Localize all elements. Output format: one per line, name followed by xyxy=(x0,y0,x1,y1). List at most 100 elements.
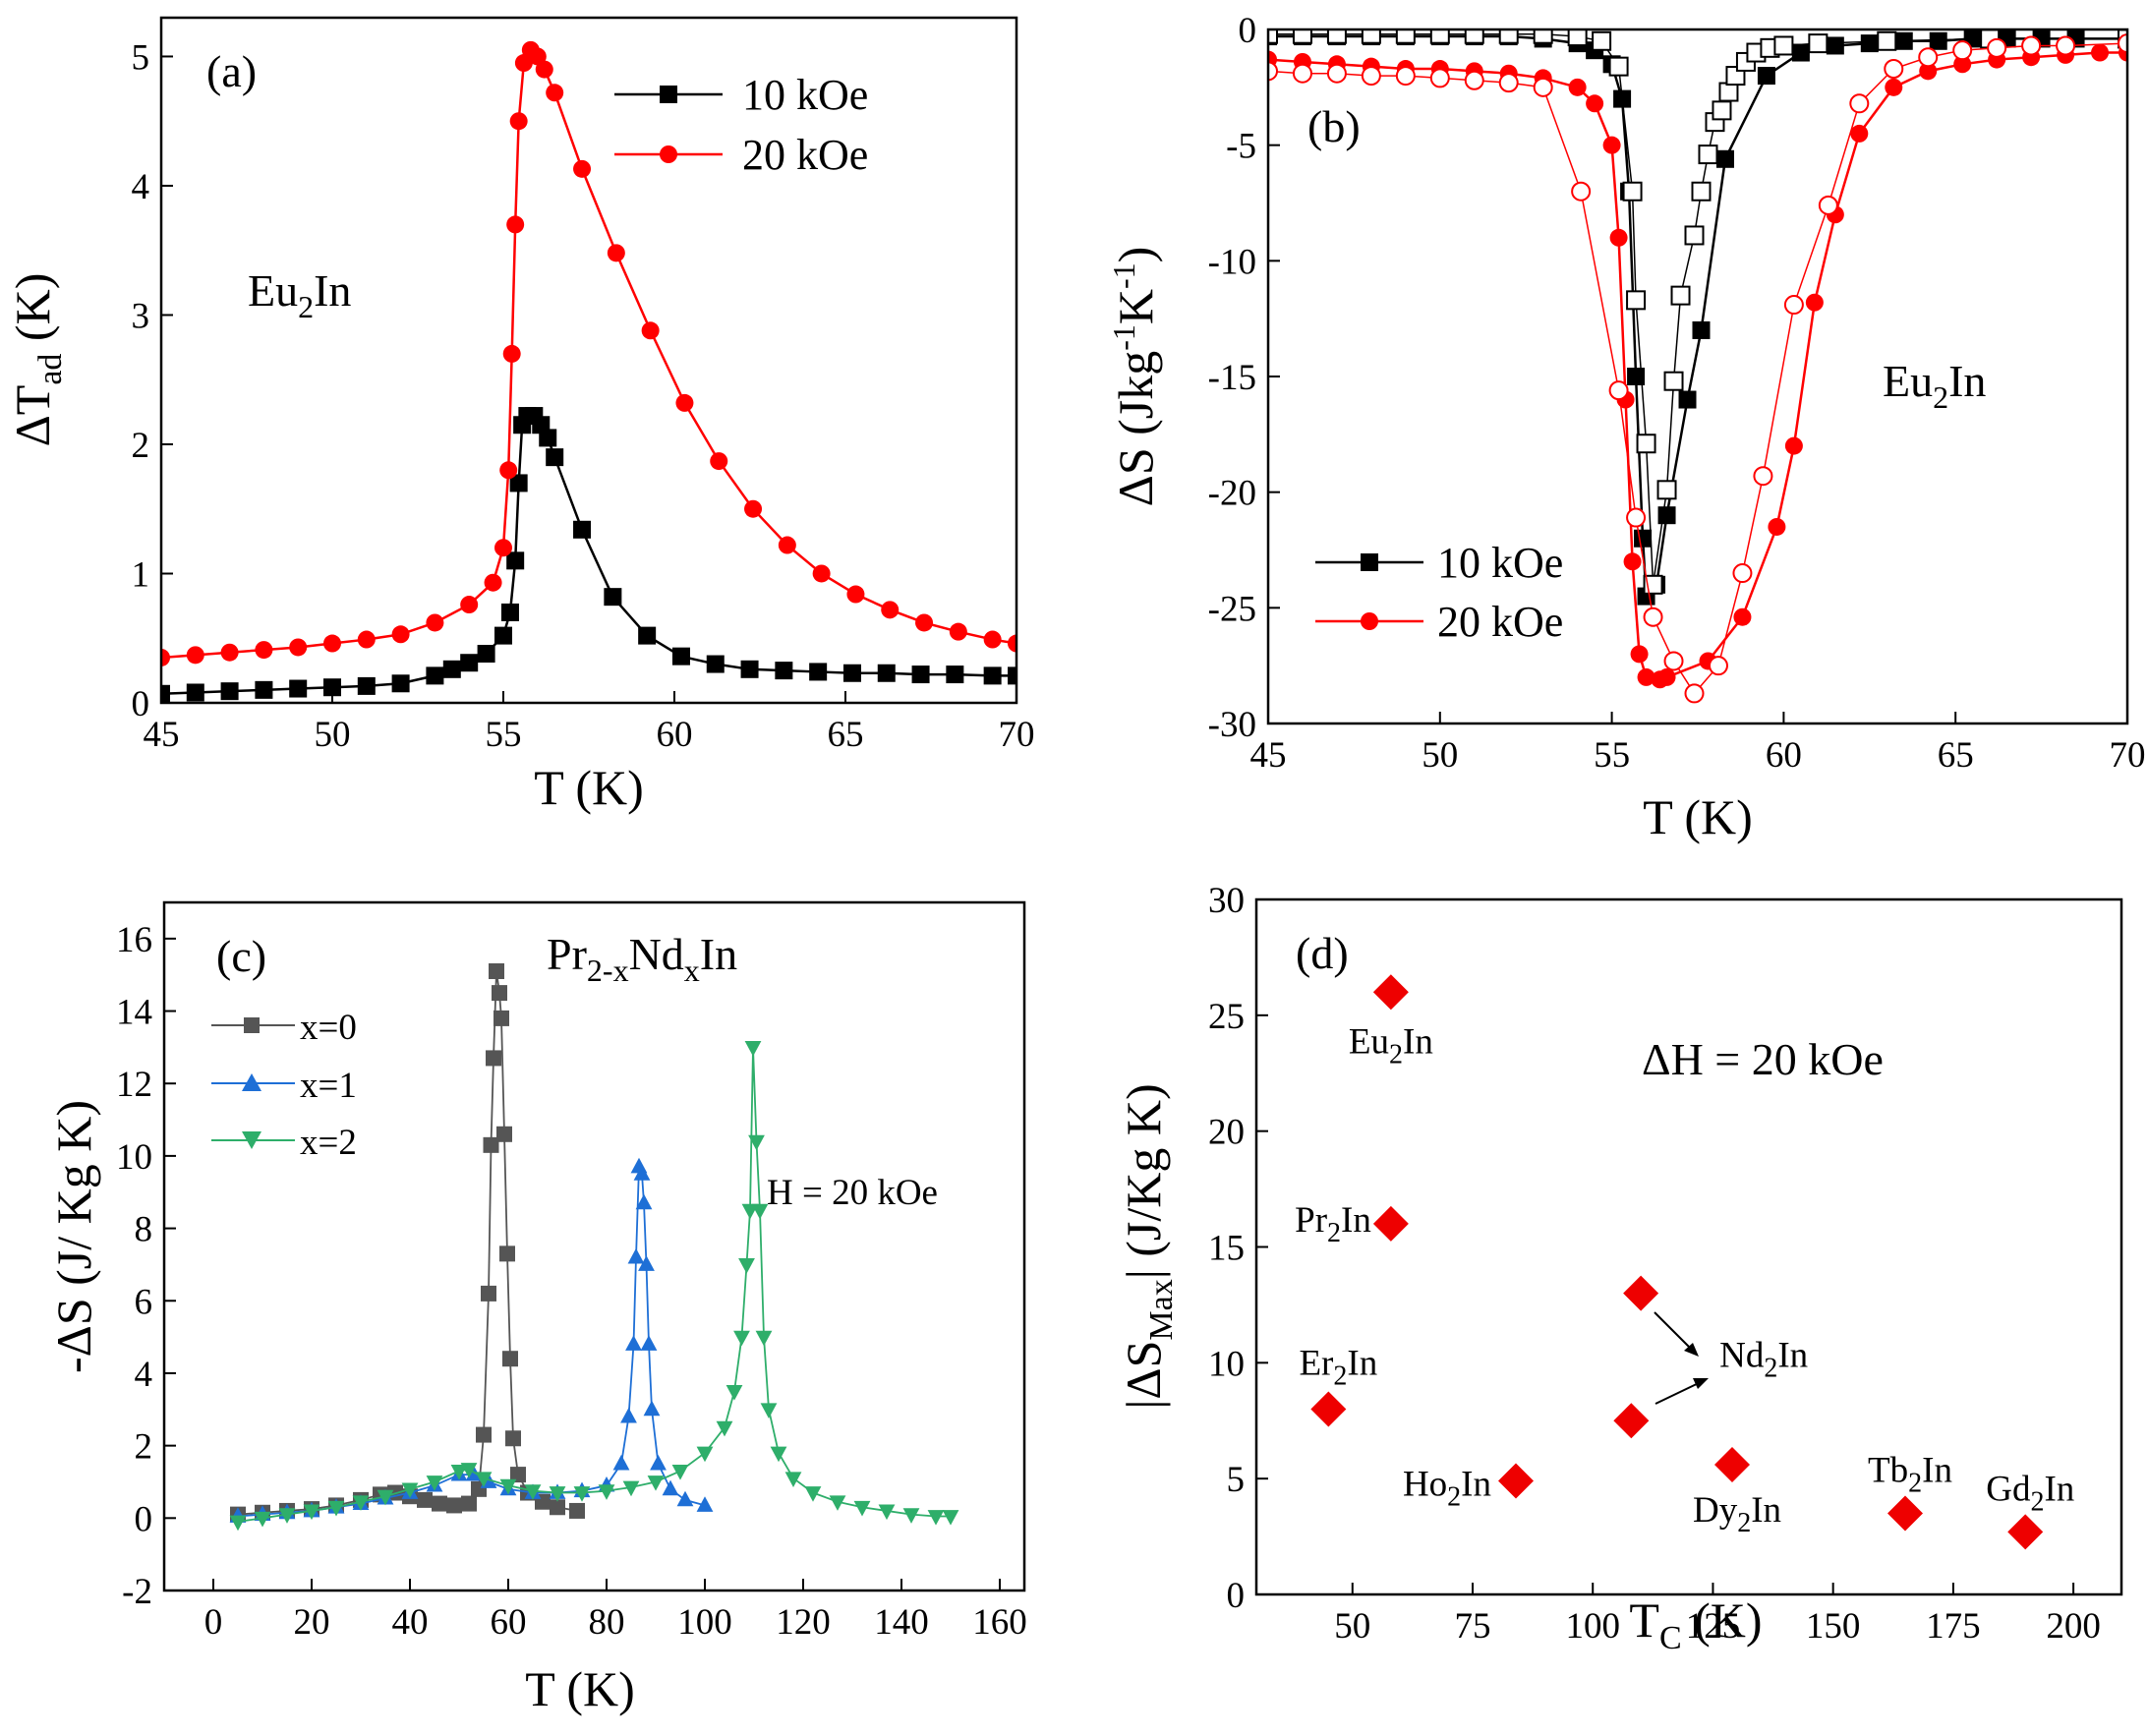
data-point xyxy=(1626,290,1647,311)
data-point xyxy=(481,1285,496,1302)
series-10-koe-open- xyxy=(1268,29,2127,595)
data-point xyxy=(627,1247,645,1264)
data-point xyxy=(877,664,896,682)
data-point xyxy=(1361,29,1381,44)
panel-d: 50 75 100 125 150 175 200 0 5 10 15 20 25 30 Eu2In Pr2… xyxy=(1116,881,2123,1656)
data-point xyxy=(809,663,828,681)
data-point xyxy=(357,630,376,649)
data-point xyxy=(475,1472,493,1487)
data-point xyxy=(546,448,564,467)
data-point xyxy=(254,1511,271,1528)
x-tick-label: 175 xyxy=(1926,1606,1981,1647)
data-point xyxy=(1429,29,1450,44)
data-point xyxy=(1623,552,1642,571)
data-point xyxy=(1715,149,1734,168)
data-point xyxy=(640,1335,658,1351)
data-point xyxy=(1684,683,1705,704)
data-point xyxy=(650,1454,667,1471)
data-point xyxy=(1791,43,1810,62)
data-point xyxy=(1849,93,1870,114)
data-point xyxy=(535,60,553,79)
data-point xyxy=(1808,33,1829,54)
data-point xyxy=(983,630,1002,649)
data-point xyxy=(1826,36,1844,55)
data-point xyxy=(1953,55,1972,74)
data-point xyxy=(748,1134,765,1151)
data-point xyxy=(524,1484,542,1500)
data-point xyxy=(1326,63,1347,84)
data-point xyxy=(549,1486,566,1502)
annotation-compound: Pr2-xNdxIn xyxy=(547,929,737,988)
data-point xyxy=(1268,61,1278,82)
x-tick-label: 50 xyxy=(1422,735,1458,776)
y-tick-label: 3 xyxy=(132,296,150,336)
data-point xyxy=(426,1476,443,1491)
data-point xyxy=(506,215,525,234)
data-point xyxy=(1929,31,1947,50)
data-point xyxy=(671,647,690,665)
data-point xyxy=(1268,29,1278,44)
data-point xyxy=(744,1040,762,1057)
series-10-koe xyxy=(1268,29,2127,606)
data-point xyxy=(2021,35,2042,56)
point-label: Ho2In xyxy=(1403,1465,1491,1513)
y-tick-label: 8 xyxy=(135,1210,153,1250)
data-point xyxy=(2056,35,2076,56)
series-x-2 xyxy=(229,1040,959,1532)
data-point xyxy=(726,1384,743,1401)
legend: 10 kOe 20 kOe xyxy=(614,71,868,179)
data-point xyxy=(446,1497,462,1514)
data-point xyxy=(401,1482,419,1499)
data-point xyxy=(716,1420,733,1437)
y-axis-label: ΔS (Jkg-1K-1) xyxy=(1106,247,1163,507)
x-tick-label: 160 xyxy=(972,1602,1027,1643)
legend-label-10koe: 10 kOe xyxy=(742,71,868,119)
data-point xyxy=(357,676,376,695)
data-point xyxy=(460,654,479,672)
y-tick-label: -15 xyxy=(1208,358,1256,398)
data-point xyxy=(391,674,410,693)
series-line xyxy=(1268,42,2127,695)
data-point xyxy=(323,678,341,697)
data-point xyxy=(706,655,725,673)
y-tick-label: 15 xyxy=(1208,1229,1245,1269)
y-tick-label: 12 xyxy=(116,1065,152,1105)
data-point xyxy=(1784,436,1803,455)
x-axis-label: T (K) xyxy=(525,1661,635,1716)
legend: 10 kOe 20 kOe xyxy=(1315,539,1563,646)
data-point xyxy=(303,1504,320,1521)
data-point xyxy=(755,1330,773,1347)
series-20-koe xyxy=(161,40,1016,666)
data-point xyxy=(733,1330,750,1347)
y-tick-label: 0 xyxy=(135,1499,153,1539)
data-point xyxy=(1877,30,1897,51)
data-point xyxy=(1609,228,1628,247)
data-point xyxy=(671,1465,689,1480)
data-point xyxy=(1887,1495,1923,1532)
data-point xyxy=(740,660,759,678)
legend-marker-x2 xyxy=(242,1131,261,1149)
data-point xyxy=(161,684,170,703)
data-point xyxy=(509,474,528,492)
y-axis-label: -ΔS (J/ Kg K) xyxy=(46,1100,101,1373)
x-tick-label: 45 xyxy=(1250,735,1287,776)
data-point xyxy=(461,1495,477,1512)
series-line xyxy=(1268,32,2127,585)
data-point xyxy=(710,452,728,471)
legend-label-20koe: 20 kOe xyxy=(1437,598,1563,646)
data-point xyxy=(1657,667,1676,686)
plot-frame xyxy=(162,900,1026,1592)
data-point xyxy=(506,551,525,570)
y-tick-label: 6 xyxy=(135,1282,153,1322)
panel-label: (a) xyxy=(206,46,257,96)
x-tick-label: 0 xyxy=(204,1602,223,1643)
data-point xyxy=(500,603,519,621)
data-point xyxy=(1773,35,1794,56)
x-tick-label: 20 xyxy=(294,1602,330,1643)
data-point xyxy=(853,1500,871,1517)
data-point xyxy=(1783,295,1804,316)
data-point xyxy=(1918,47,1939,68)
x-tick-label: 75 xyxy=(1455,1606,1491,1647)
y-tick-label: 10 xyxy=(1208,1344,1245,1384)
x-tick-label: 140 xyxy=(874,1602,929,1643)
